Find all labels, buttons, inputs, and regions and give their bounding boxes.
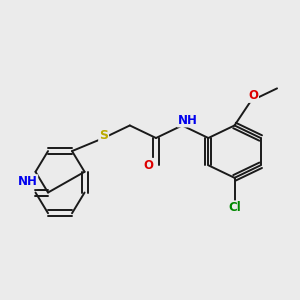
Text: O: O xyxy=(248,89,258,102)
Text: NH: NH xyxy=(178,113,198,127)
Text: S: S xyxy=(99,129,108,142)
Text: NH: NH xyxy=(17,175,37,188)
Text: Cl: Cl xyxy=(228,201,241,214)
Text: O: O xyxy=(143,159,153,172)
